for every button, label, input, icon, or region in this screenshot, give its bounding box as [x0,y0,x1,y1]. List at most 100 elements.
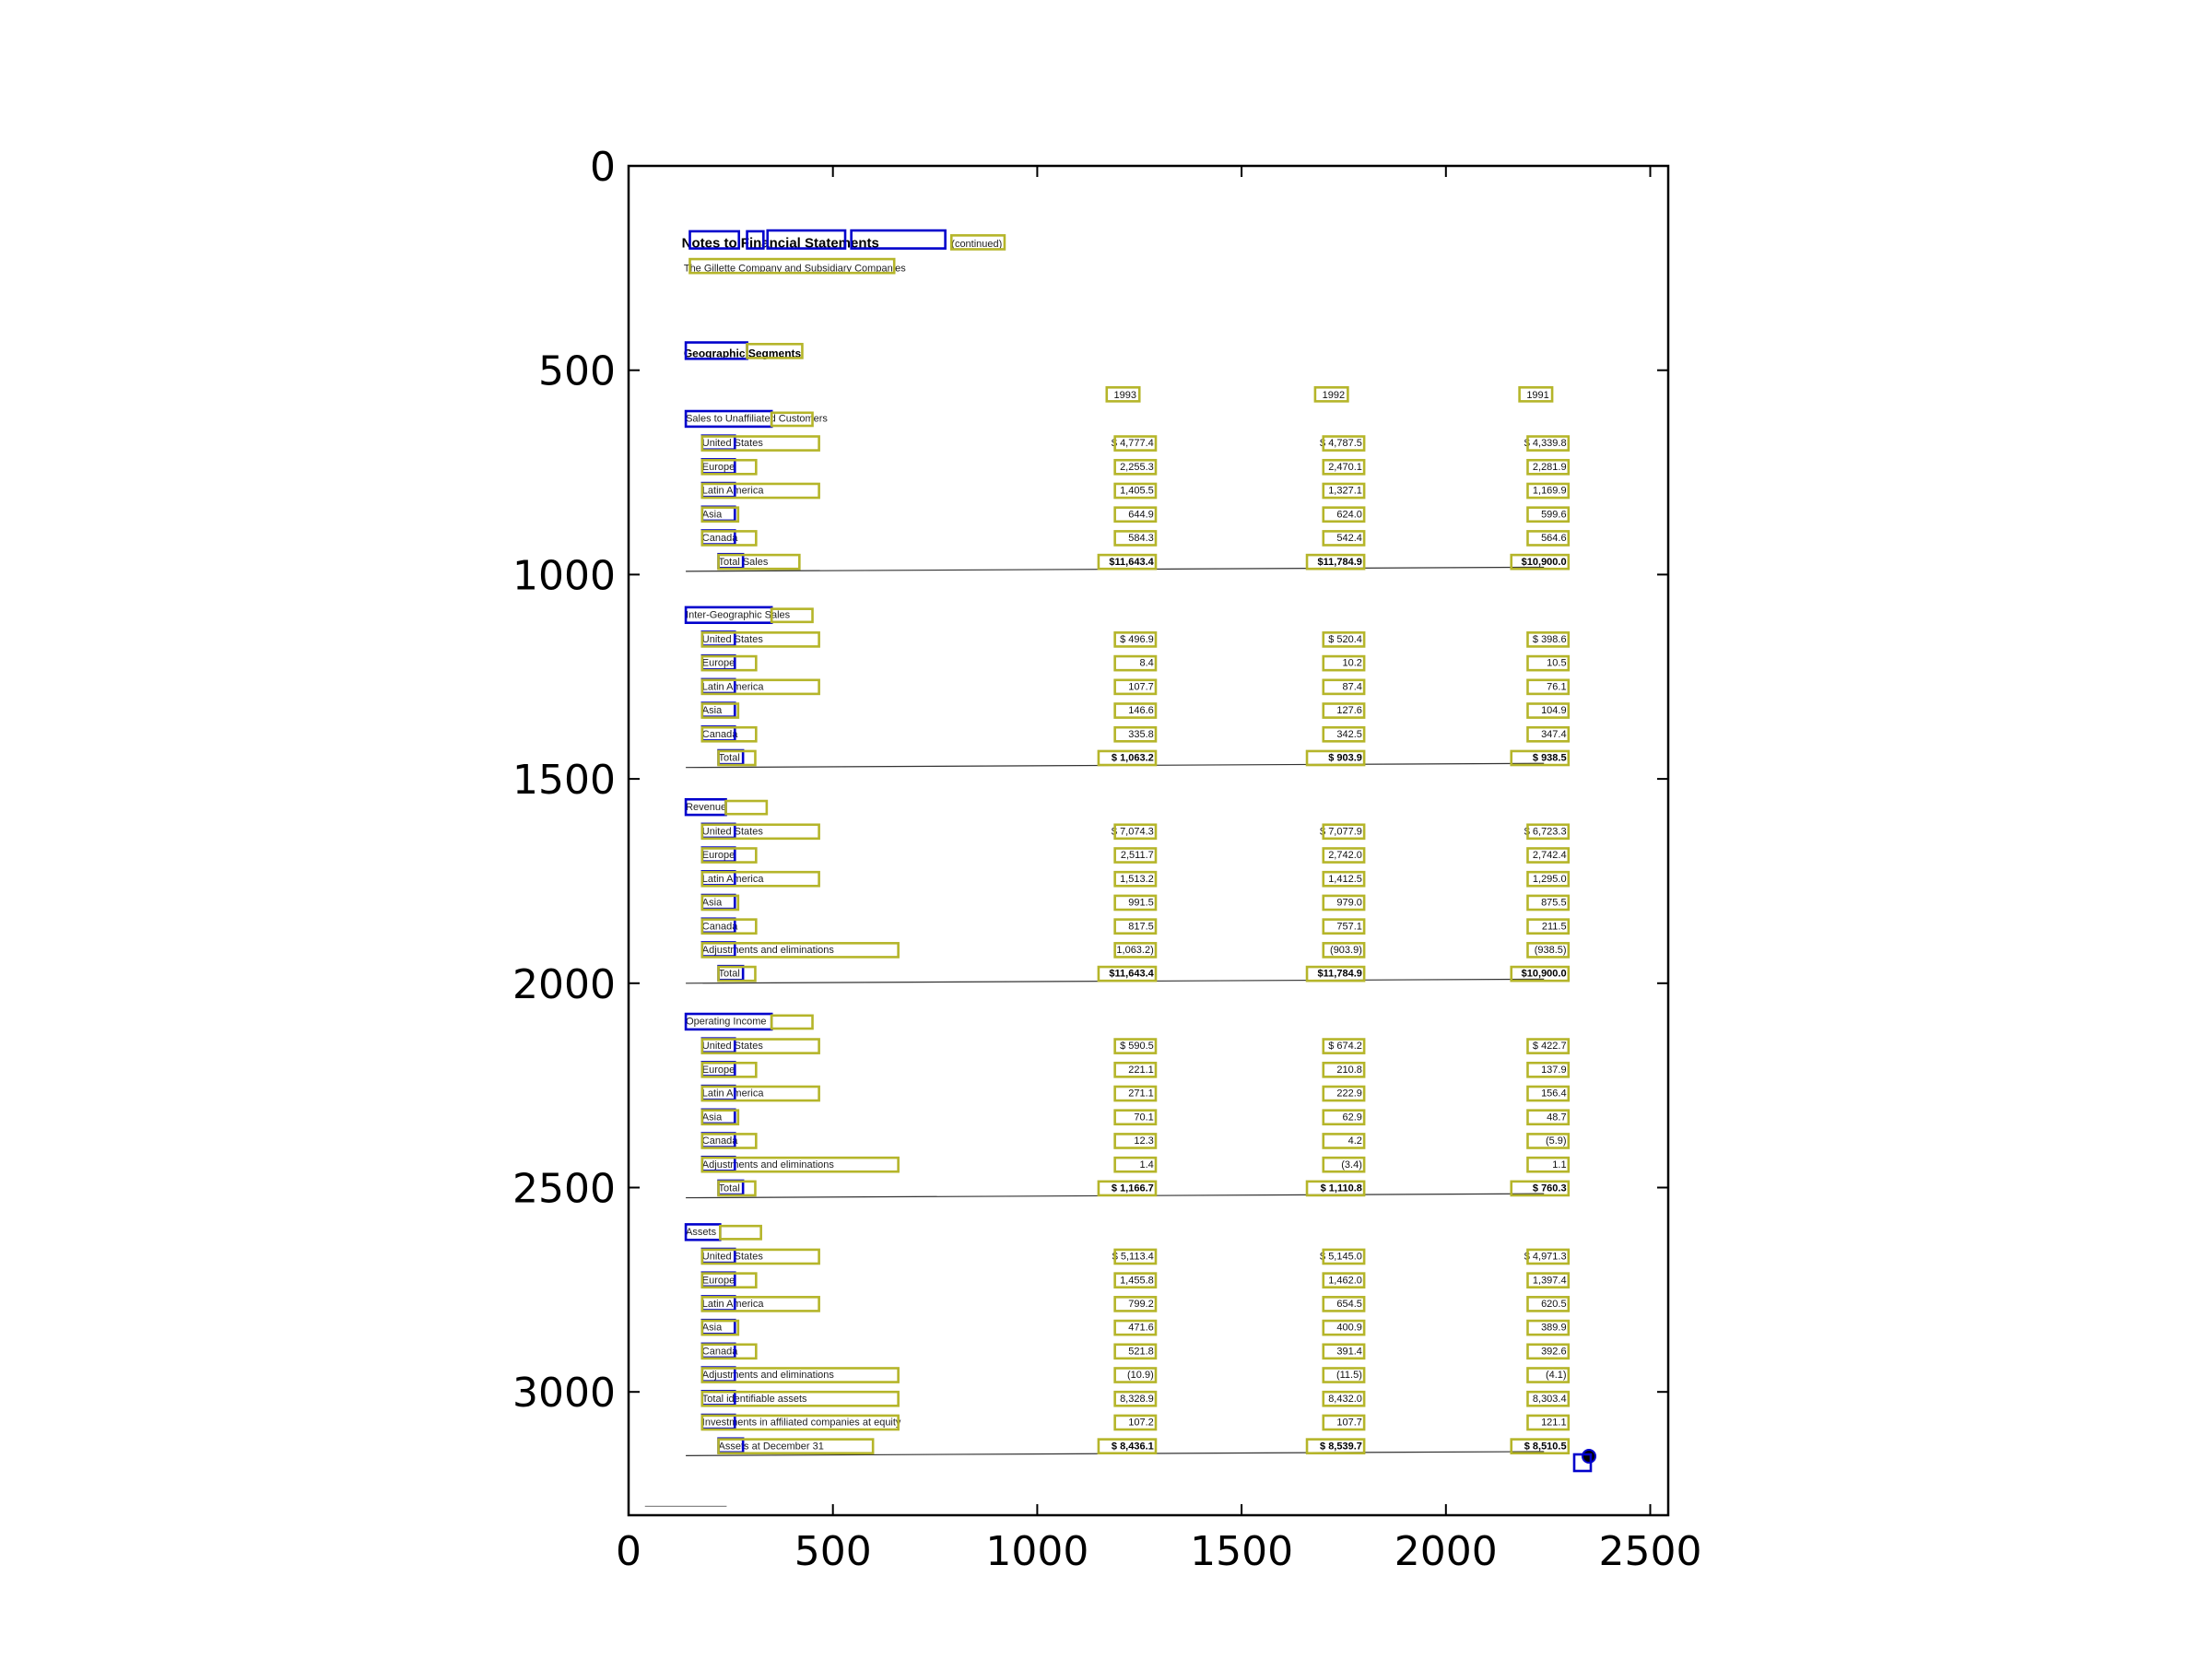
line-annotation-box [1526,1319,1571,1336]
row-value: 1,462.0 [1328,1275,1362,1286]
page-subtitle: The Gillette Company and Subsidiary Comp… [684,263,906,274]
line-annotation-box [1526,1343,1571,1360]
row-label: United States [702,438,764,449]
line-annotation-box [717,553,801,571]
x-tick-label: 1500 [1190,1528,1293,1575]
total-value: $11,784.9 [1318,557,1362,568]
line-annotation-box [1113,1038,1158,1054]
row-value: 2,742.0 [1328,850,1362,861]
line-annotation-box [1113,1156,1158,1173]
row-label: Latin America [702,681,765,692]
row-label: Europe [702,850,735,861]
total-value: $ 1,063.2 [1112,753,1154,764]
row-value: $ 398.6 [1533,634,1567,645]
line-annotation-box [1322,1038,1366,1054]
row-value: 875.5 [1541,898,1567,909]
row-value: 564.6 [1541,533,1567,544]
row-value: 156.4 [1541,1088,1567,1100]
row-value: 62.9 [1342,1112,1361,1123]
total-value: $10,900.0 [1522,969,1567,980]
line-annotation-box [1526,1414,1571,1431]
line-annotation-box [1113,942,1158,959]
row-value: 620.5 [1541,1299,1567,1310]
row-value: 210.8 [1336,1065,1362,1076]
line-annotation-box [1322,506,1366,524]
line-annotation-box [719,1224,762,1241]
row-value: $ 520.4 [1328,634,1362,645]
row-value: 347.4 [1541,729,1567,740]
line-annotation-box [1322,1156,1366,1173]
line-annotation-box [1113,458,1158,476]
line-annotation-box [700,702,740,719]
line-annotation-box [1097,553,1158,571]
line-annotation-box [1526,870,1571,888]
line-annotation-box [1305,553,1366,571]
row-value: 1,513.2 [1120,874,1154,885]
line-annotation-box [1113,1248,1158,1265]
row-value: 817.5 [1128,921,1154,932]
row-value: 654.5 [1336,1299,1362,1310]
row-value: 389.9 [1541,1323,1567,1334]
line-annotation-box [1526,894,1571,912]
row-value: $ 496.9 [1120,634,1154,645]
row-value: (903.9) [1330,945,1362,956]
row-value: (11.5) [1336,1370,1362,1381]
row-label: Asia [702,509,723,520]
line-annotation-box [1322,1109,1366,1126]
line-annotation-box [700,1296,820,1312]
line-annotation-box [1322,725,1366,743]
row-label: Europe [702,658,735,669]
row-value: (5.9) [1546,1135,1567,1147]
row-label: Adjustments and eliminations [702,1159,835,1171]
end-marker-icon [1582,1449,1596,1464]
axis-ticks: 0 500 1000 1500 2000 2500 0 500 1000 1500 2000 2500… [512,144,1701,1575]
row-value: 1.4 [1139,1159,1153,1171]
line-annotation-box [1113,1343,1158,1360]
row-value: $ 4,971.3 [1524,1252,1567,1263]
line-annotation-box [700,1367,900,1383]
line-annotation-box [1526,1109,1571,1126]
line-annotation-box [1322,942,1366,959]
page-title-suffix: (continued) [951,239,1002,250]
line-annotation-box [1113,1272,1158,1288]
line-annotation-box [1113,1390,1158,1407]
line-annotation-box [1322,1390,1366,1407]
line-annotation-box [1322,654,1366,672]
line-annotation-box [700,631,820,648]
row-value: $ 590.5 [1120,1041,1154,1052]
line-annotation-box [1526,631,1571,648]
row-value: 335.8 [1128,729,1154,740]
line-annotation-box [1526,506,1571,524]
line-annotation-box [1113,530,1158,547]
total-value: $ 903.9 [1328,753,1362,764]
end-marker-box [1572,1453,1593,1473]
line-annotation-box [717,1180,757,1197]
line-annotation-box [1526,918,1571,935]
line-annotation-box [700,530,758,547]
line-annotation-box [1113,847,1158,864]
row-value: (3.4) [1341,1159,1362,1171]
y-tick-label: 2000 [512,961,616,1008]
y-tick-label: 2500 [512,1166,616,1213]
row-value: $ 4,787.5 [1320,438,1362,449]
row-value: 10.2 [1342,658,1361,669]
line-annotation-box [1526,482,1571,500]
row-value: 542.4 [1336,533,1362,544]
line-annotation-box [1322,1248,1366,1265]
line-annotation-box [700,482,820,500]
line-annotation-box [1113,1319,1158,1336]
row-label: Latin America [702,1088,765,1100]
row-value: 1,412.5 [1328,874,1362,885]
line-annotation-box [700,1343,758,1360]
line-annotation-box [1322,1319,1366,1336]
line-annotation-box [1113,1085,1158,1102]
line-annotation-box [700,725,758,743]
line-annotation-box [700,894,740,912]
line-annotation-box [1322,702,1366,719]
row-value: (4.1) [1546,1370,1567,1381]
total-value: $ 760.3 [1533,1182,1567,1194]
line-annotation-box [1113,482,1158,500]
line-annotation-box [1105,386,1141,403]
line-annotation-box [1305,1438,1366,1455]
line-annotation-box [1322,458,1366,476]
